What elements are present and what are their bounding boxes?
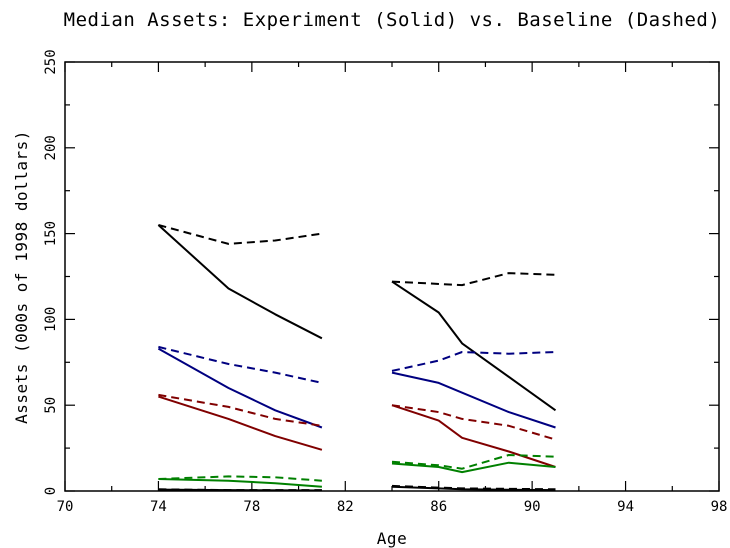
series-line (391, 461, 556, 474)
x-tick-label: 98 (711, 499, 728, 515)
y-tick-label: 200 (43, 135, 59, 160)
x-tick-label: 82 (337, 499, 354, 515)
series-line (158, 478, 322, 488)
series-group (157, 224, 557, 492)
series-line (158, 224, 323, 245)
series-line (391, 272, 556, 287)
series-line (157, 347, 323, 429)
y-tick-label: 150 (43, 221, 59, 246)
x-tick-label: 74 (150, 499, 167, 515)
series-line (158, 475, 322, 482)
plot-frame (64, 61, 720, 492)
series-line (158, 345, 323, 384)
y-tick-label: 0 (43, 487, 59, 495)
series-line (157, 224, 323, 340)
series-line (391, 485, 556, 492)
chart-title: Median Assets: Experiment (Solid) vs. Ba… (64, 9, 721, 31)
series-line (391, 371, 556, 429)
x-tick-label: 78 (243, 499, 260, 515)
series-line (158, 488, 322, 492)
y-tick-label: 50 (43, 397, 59, 414)
series-line (391, 280, 557, 412)
x-axis-label: Age (377, 529, 407, 548)
x-tick-label: 94 (617, 499, 634, 515)
series-line (158, 395, 323, 451)
x-tick-label: 90 (524, 499, 541, 515)
axis-ticks: 70 74 78 82 86 90 94 98 0 50 100 150 200 250 (43, 49, 727, 515)
x-tick-label: 70 (57, 499, 74, 515)
series-line (391, 454, 556, 470)
x-tick-label: 86 (430, 499, 447, 515)
y-axis-label: Assets (000s of 1998 dollars) (12, 130, 31, 424)
series-line (158, 393, 323, 427)
series-line (391, 404, 556, 441)
y-tick-label: 100 (43, 307, 59, 332)
y-tick-label: 250 (43, 49, 59, 74)
series-line (391, 404, 556, 468)
series-line (391, 351, 556, 372)
